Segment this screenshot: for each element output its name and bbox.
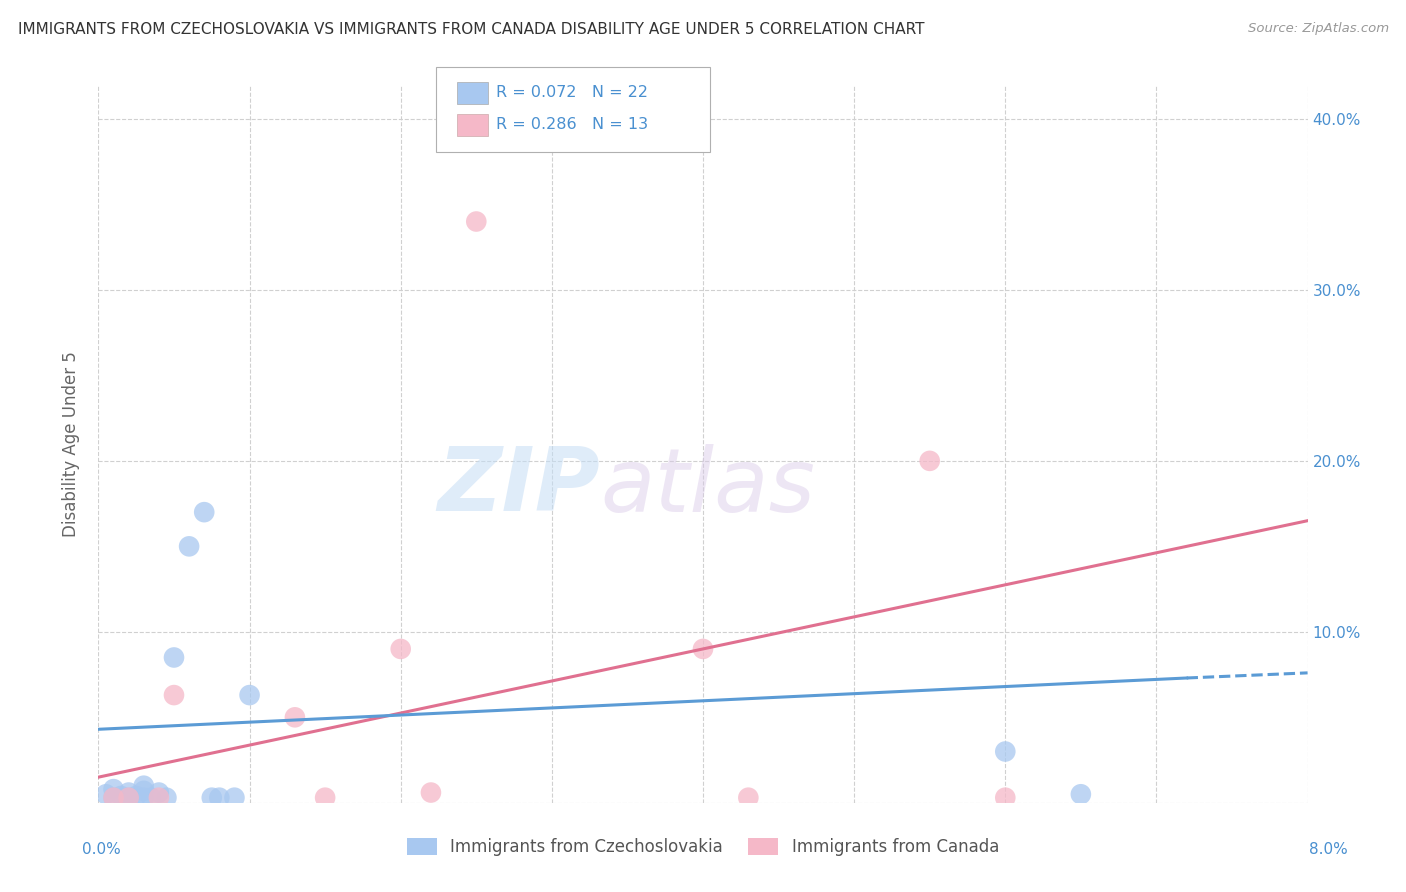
Point (125, 789, 148, 803)
Point (389, 642, 412, 657)
Point (163, 688, 186, 702)
Point (118, 790, 141, 805)
Point (94, 787, 117, 801)
Point (692, 642, 714, 657)
Point (132, 779, 155, 793)
Point (994, 790, 1017, 805)
Point (118, 786, 141, 800)
Point (918, 454, 941, 468)
Point (420, 786, 443, 800)
Point (132, 790, 155, 805)
Point (103, 790, 125, 805)
Y-axis label: Disability Age Under 5: Disability Age Under 5 (62, 351, 80, 537)
Point (193, 505, 215, 519)
Point (179, 539, 201, 553)
Text: Source: ZipAtlas.com: Source: ZipAtlas.com (1249, 22, 1389, 36)
Point (163, 650, 186, 665)
Point (465, 214, 488, 228)
Point (201, 790, 224, 805)
Point (148, 786, 170, 800)
Text: ZIP: ZIP (437, 443, 600, 531)
Point (314, 790, 336, 805)
Point (239, 688, 262, 702)
Text: IMMIGRANTS FROM CZECHOSLOVAKIA VS IMMIGRANTS FROM CANADA DISABILITY AGE UNDER 5 : IMMIGRANTS FROM CZECHOSLOVAKIA VS IMMIGR… (18, 22, 925, 37)
Text: 8.0%: 8.0% (1309, 842, 1348, 856)
Point (284, 710, 307, 724)
Text: R = 0.072   N = 22: R = 0.072 N = 22 (496, 86, 648, 100)
Point (141, 790, 163, 805)
Legend: Immigrants from Czechoslovakia, Immigrants from Canada: Immigrants from Czechoslovakia, Immigran… (401, 831, 1005, 863)
Point (155, 790, 177, 805)
Point (118, 790, 141, 805)
Point (103, 790, 125, 805)
Point (224, 790, 246, 805)
Point (132, 784, 155, 798)
Point (110, 789, 132, 803)
Text: 0.0%: 0.0% (82, 842, 121, 856)
Point (994, 744, 1017, 758)
Point (103, 782, 125, 797)
Point (208, 790, 231, 805)
Point (1070, 787, 1092, 801)
Point (737, 790, 759, 805)
Text: atlas: atlas (600, 444, 815, 530)
Text: R = 0.286   N = 13: R = 0.286 N = 13 (496, 118, 648, 132)
Point (148, 790, 170, 805)
